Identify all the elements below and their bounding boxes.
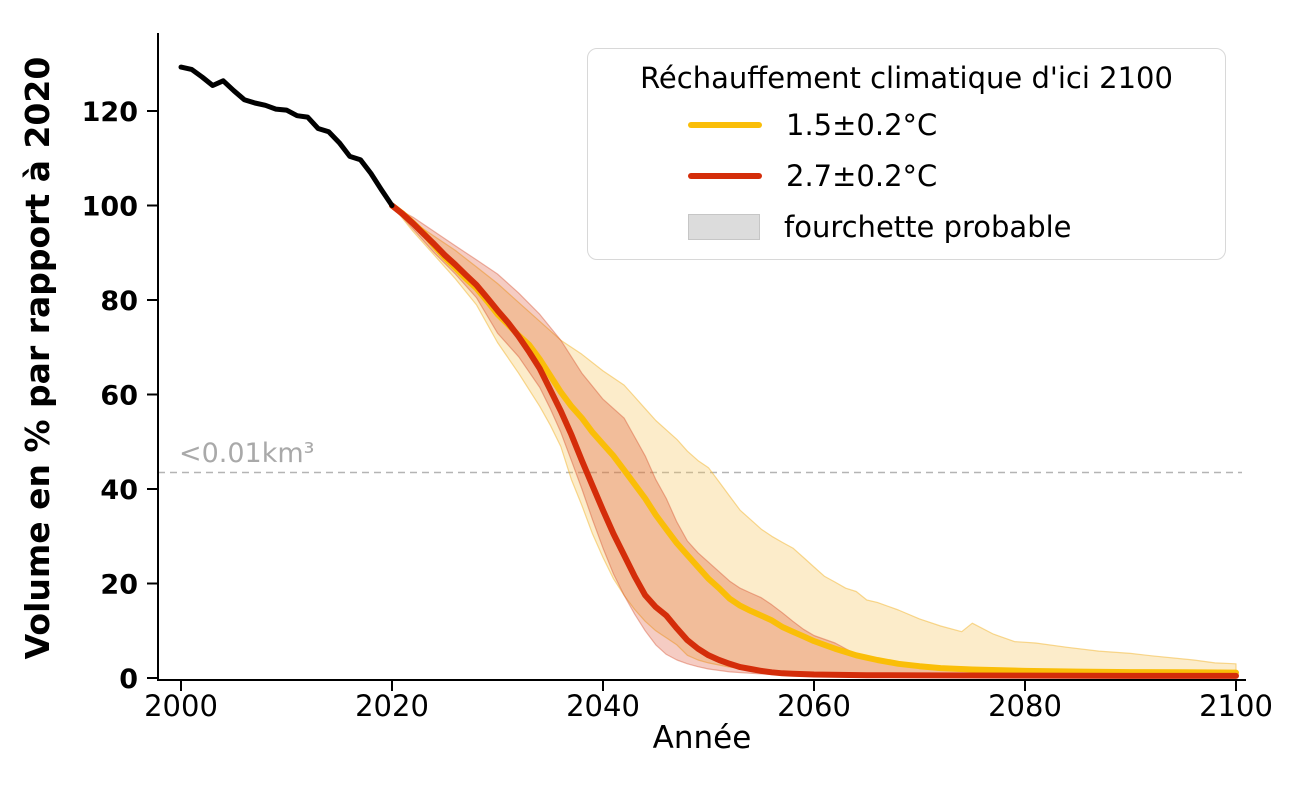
legend-item-label: 2.7±0.2°C	[786, 158, 938, 193]
legend-item-likely-range: fourchette probable	[588, 201, 1225, 252]
legend-line-swatch-1-5C	[688, 121, 762, 128]
y-tick-label: 40	[100, 475, 138, 506]
legend: Réchauffement climatique d'ici 2100 1.5±…	[587, 48, 1226, 260]
y-tick-label: 20	[100, 570, 138, 601]
x-tick-label: 2000	[144, 689, 218, 723]
legend-item-label: 1.5±0.2°C	[786, 107, 938, 142]
legend-item-2-7C: 2.7±0.2°C	[588, 150, 1225, 201]
legend-item-label: fourchette probable	[784, 209, 1072, 244]
y-tick-label: 80	[100, 286, 138, 317]
line-2-7C	[389, 202, 1239, 679]
x-tick-label: 2020	[355, 689, 429, 723]
x-tick-label: 2080	[988, 689, 1062, 723]
threshold-label: <0.01km³	[179, 438, 315, 469]
y-axis-title: Volume en % par rapport à 2020	[18, 56, 57, 660]
legend-title: Réchauffement climatique d'ici 2100	[640, 61, 1173, 95]
legend-item-1-5C: 1.5±0.2°C	[588, 99, 1225, 150]
x-axis-title: Année	[652, 720, 752, 756]
y-tick-label: 100	[82, 192, 138, 223]
x-tick-label: 2060	[777, 689, 851, 723]
line-historical	[178, 64, 395, 208]
band-1-5C	[391, 204, 1237, 677]
y-tick-label: 60	[100, 381, 138, 412]
y-tick-label: 0	[119, 664, 138, 695]
legend-patch-swatch	[688, 213, 760, 240]
y-tick-label: 120	[82, 97, 138, 128]
x-tick-label: 2100	[1199, 689, 1273, 723]
x-tick-label: 2040	[566, 689, 640, 723]
legend-line-swatch-2-7C	[688, 172, 762, 179]
